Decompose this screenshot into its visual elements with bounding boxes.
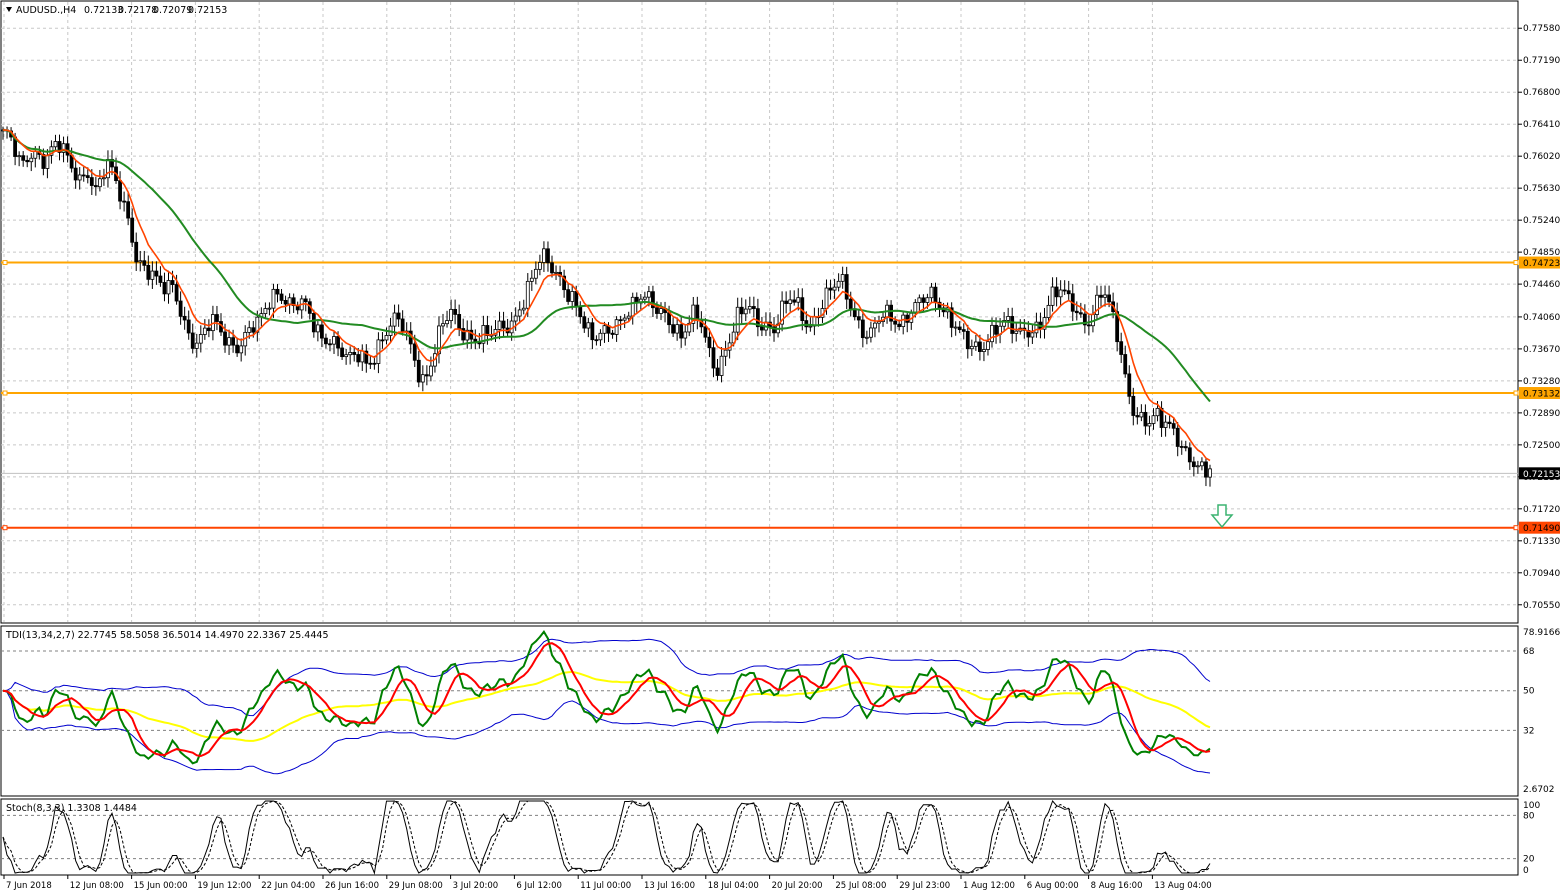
current-price-tag	[1519, 467, 1560, 480]
tdi-panel[interactable]: TDI(13,34,2,7) 22.7745 58.5058 36.5014 1…	[0, 625, 1519, 797]
time-axis-label: 13 Jul 16:00	[644, 881, 695, 891]
level-price-tag	[1519, 256, 1560, 269]
time-axis: 7 Jun 2018 12 Jun 08:00 15 Jun 00:00 19 Jun…	[3, 875, 1212, 891]
time-axis-label: 15 Jun 00:00	[134, 881, 188, 891]
time-axis-label: 1 Aug 12:00	[963, 881, 1015, 891]
time-axis-label: 6 Aug 00:00	[1027, 881, 1079, 891]
collapse-triangle-icon[interactable]	[6, 7, 12, 12]
time-axis-label: 26 Jun 16:00	[325, 881, 379, 891]
tdi-axis-label: 50	[1523, 687, 1535, 697]
price-axis-label: 0.76800	[1523, 88, 1560, 98]
main-price-panel[interactable]: AUDUSD.,H4 0.72133 0.72178 0.72079 0.721…	[0, 0, 1519, 874]
time-axis-label: 25 Jul 08:00	[835, 881, 886, 891]
tdi-axis-label: 2.6702	[1523, 785, 1555, 795]
time-axis-label: 20 Jul 20:00	[772, 881, 823, 891]
symbol-name: AUDUSD.,H4	[16, 5, 76, 16]
price-axis-label: 0.76020	[1523, 152, 1560, 162]
time-axis-label: 29 Jul 23:00	[899, 881, 950, 891]
time-axis-label: 19 Jun 12:00	[197, 881, 251, 891]
ohlc-high: 0.72178	[118, 5, 157, 16]
time-axis-label: 8 Aug 16:00	[1091, 881, 1143, 891]
price-axis-label: 0.74060	[1523, 313, 1560, 323]
level-price-text: 0.73132	[1523, 390, 1560, 400]
time-axis-label: 6 Jul 12:00	[516, 881, 562, 891]
time-axis-label: 18 Jul 04:00	[708, 881, 759, 891]
level-price-tag	[1519, 521, 1560, 534]
tdi-axis-label: 78.9166	[1523, 628, 1560, 638]
horizontal-levels[interactable]	[1, 260, 1519, 531]
time-axis-label: 11 Jul 00:00	[580, 881, 631, 891]
current-price-text: 0.72153	[1523, 470, 1560, 480]
price-axis-label: 0.70940	[1523, 569, 1560, 579]
ohlc-low: 0.72079	[153, 5, 192, 16]
time-axis-label: 29 Jun 08:00	[389, 881, 443, 891]
price-axis-label: 0.73670	[1523, 345, 1560, 355]
price-axis-label: 0.72500	[1523, 441, 1560, 451]
time-axis-label: 12 Jun 08:00	[70, 881, 124, 891]
price-axis-label: 0.75630	[1523, 184, 1560, 194]
time-axis-label: 13 Aug 04:00	[1154, 881, 1211, 891]
time-axis-label: 22 Jun 04:00	[261, 881, 315, 891]
tdi-signal-line	[2, 642, 1211, 758]
price-tags: 0.74723 0.73132 0.71490 0.72153	[1519, 256, 1560, 534]
price-axis-label: 0.77580	[1523, 24, 1560, 34]
stoch-panel[interactable]: Stoch(8,3,3) 1.3308 1.4484	[0, 798, 1519, 876]
stoch-axis-label: 100	[1523, 801, 1540, 811]
tdi-axis-label: 32	[1523, 726, 1534, 736]
price-axis-label: 0.74850	[1523, 248, 1560, 258]
level-price-text: 0.71490	[1523, 524, 1560, 534]
price-axis-label: 0.76410	[1523, 120, 1560, 130]
ohlc-open: 0.72133	[84, 5, 123, 16]
tdi-upper-band	[2, 638, 1211, 717]
stoch-axis-label: 20	[1523, 855, 1535, 865]
down-arrow-icon	[1210, 504, 1234, 529]
tdi-axis-label: 68	[1523, 647, 1535, 657]
stoch-main-line	[2, 800, 1211, 875]
ohlc-close: 0.72153	[188, 5, 227, 16]
stoch-header: Stoch(8,3,3) 1.3308 1.4484	[6, 803, 137, 814]
price-axis-label: 0.73280	[1523, 377, 1560, 387]
price-axis-label: 0.77190	[1523, 56, 1560, 66]
stoch-axis-label: 0	[1523, 866, 1529, 876]
ma-fast-line	[2, 129, 1211, 462]
tdi-axis: 78.9166 68 50 32 2.6702	[1523, 628, 1560, 795]
tdi-levels	[1, 650, 1518, 731]
stoch-signal-line	[2, 800, 1211, 874]
price-axis-label: 0.75240	[1523, 216, 1560, 226]
time-axis-label: 3 Jul 20:00	[453, 881, 499, 891]
level-price-tag	[1519, 387, 1560, 400]
ma-slow-line	[2, 128, 1211, 403]
price-axis-label: 0.71330	[1523, 537, 1560, 547]
stoch-axis-label: 80	[1523, 811, 1535, 821]
main-header: AUDUSD.,H4 0.72133 0.72178 0.72079 0.721…	[6, 5, 227, 16]
price-axis-label: 0.70550	[1523, 601, 1560, 611]
tdi-rsi-line	[2, 630, 1211, 765]
tdi-lower-band	[2, 690, 1211, 775]
price-axis[interactable]: 0.77580 0.77190 0.76800 0.76410 0.76020 0.756…	[1518, 24, 1560, 611]
tdi-header: TDI(13,34,2,7) 22.7745 58.5058 36.5014 1…	[5, 630, 329, 641]
time-axis-label: 7 Jun 2018	[6, 881, 52, 891]
price-axis-label: 0.71720	[1523, 505, 1560, 515]
price-axis-label: 0.72890	[1523, 409, 1560, 419]
level-price-text: 0.74723	[1523, 259, 1560, 269]
price-axis-label: 0.74460	[1523, 280, 1560, 290]
stoch-levels	[1, 814, 1518, 860]
